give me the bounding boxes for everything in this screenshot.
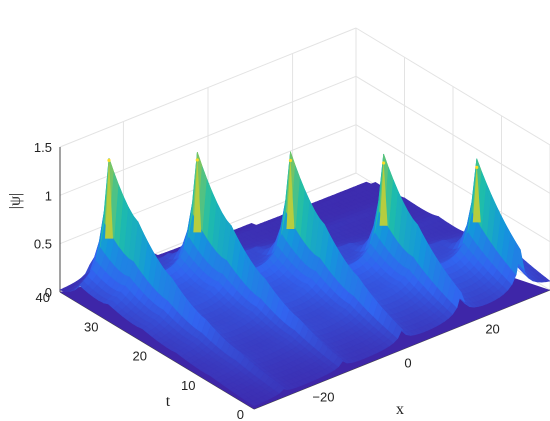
peak-spike — [286, 158, 295, 230]
t-tick-label: 0 — [237, 407, 244, 421]
t-axis-label: t — [166, 393, 171, 410]
peak-tip — [195, 158, 199, 162]
x-tick-label: 0 — [404, 356, 411, 371]
peak-tip — [107, 158, 111, 162]
peak-spike — [379, 160, 388, 226]
x-tick-label: 20 — [485, 322, 499, 337]
z-tick-label: 0 — [45, 285, 52, 300]
z-tick-label: 1.5 — [34, 140, 52, 155]
z-tick-label: 1 — [45, 188, 52, 203]
t-tick-label: 20 — [133, 349, 147, 364]
peak-spike — [105, 158, 113, 239]
z-axis-label: |ψ| — [7, 193, 24, 209]
t-tick-label: 40 — [36, 290, 50, 305]
x-tick-label: −20 — [312, 390, 334, 405]
peak-tip — [475, 165, 479, 169]
x-axis-label: x — [396, 401, 404, 418]
surface-patch — [540, 277, 550, 283]
t-tick-label: 10 — [181, 378, 195, 393]
peak-tip — [382, 161, 386, 165]
t-tick-label: 30 — [84, 319, 98, 334]
peak-spike — [472, 165, 481, 223]
tick-labels: 0 0.5 1 1.5 0 10 20 30 40 −20 0 20 — [34, 140, 500, 421]
z-tick-label: 0.5 — [34, 237, 52, 252]
peak-spike — [193, 157, 202, 233]
peak-tip — [288, 158, 293, 163]
surface — [59, 151, 550, 409]
